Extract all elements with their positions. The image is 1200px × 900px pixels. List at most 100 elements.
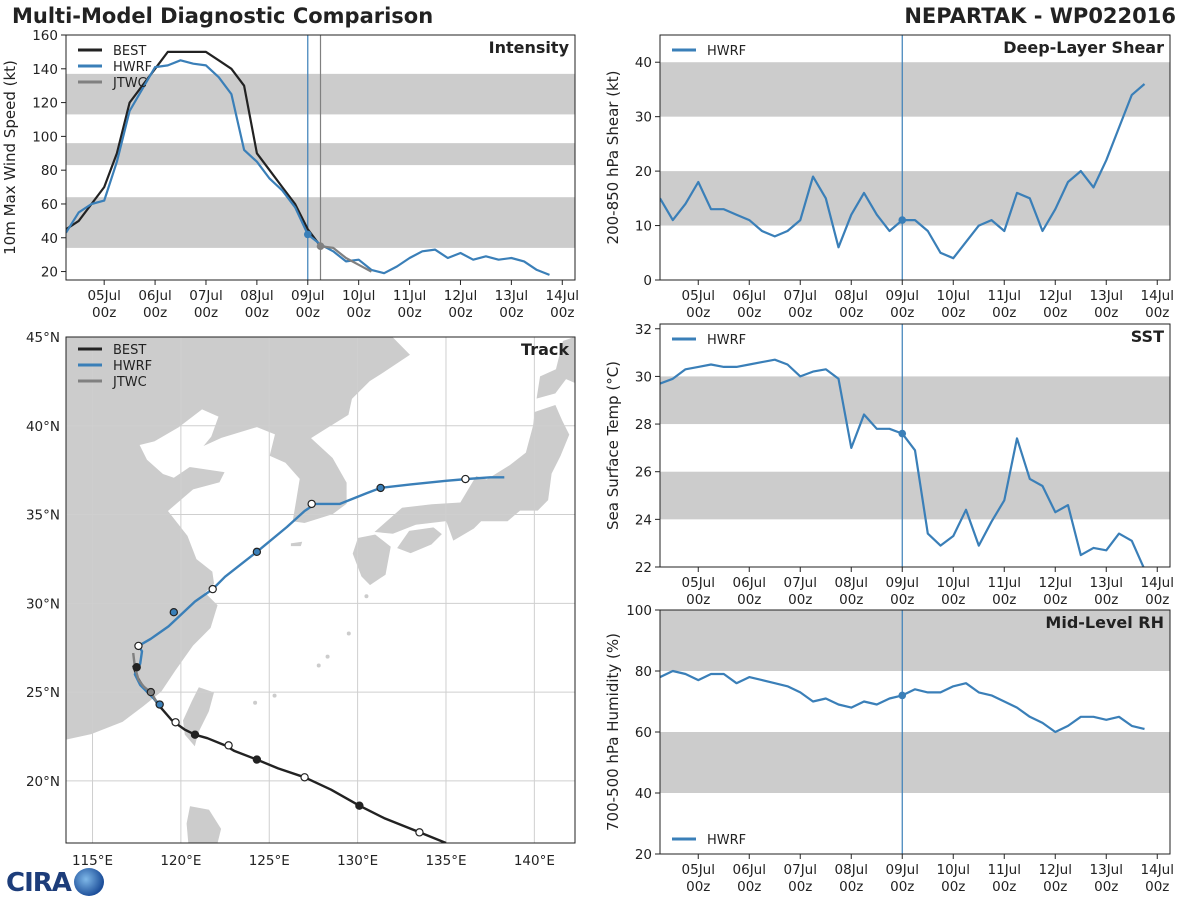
x-tick-label: 07Jul <box>784 575 817 591</box>
y-tick-label: 30 <box>635 110 652 126</box>
track-point-hwrf <box>155 700 164 709</box>
x-tick-label: 00z <box>296 305 320 321</box>
x-tick-label: 10Jul <box>342 288 375 304</box>
threshold-band <box>660 376 1170 425</box>
lat-tick-label: 35°N <box>26 508 60 524</box>
x-tick-label: 05Jul <box>682 288 715 304</box>
lat-tick-label: 40°N <box>26 419 60 435</box>
y-tick-label: 40 <box>635 55 652 71</box>
x-tick-label: 00z <box>890 305 914 321</box>
x-tick-label: 00z <box>941 879 965 895</box>
x-tick-label: 12Jul <box>1039 288 1072 304</box>
y-tick-label: 30 <box>635 369 652 385</box>
x-tick-label: 13Jul <box>1090 575 1123 591</box>
x-tick-label: 00z <box>1043 592 1067 608</box>
island <box>316 663 321 668</box>
x-tick-label: 05Jul <box>87 288 120 304</box>
x-tick-label: 09Jul <box>886 288 919 304</box>
x-tick-label: 14Jul <box>546 288 579 304</box>
cira-logo: CIRA <box>4 866 108 898</box>
y-tick-label: 100 <box>32 129 58 145</box>
marker-hwrf <box>303 230 312 239</box>
x-tick-label: 14Jul <box>1141 288 1174 304</box>
y-tick-label: 160 <box>32 28 58 44</box>
chart-title: Intensity <box>489 38 570 57</box>
track-point-best <box>355 801 364 810</box>
chart-title: Deep-Layer Shear <box>1003 38 1164 57</box>
x-tick-label: 12Jul <box>1039 575 1072 591</box>
y-tick-label: 60 <box>41 197 58 213</box>
y-axis-label: 700-500 hPa Humidity (%) <box>604 633 622 831</box>
land <box>535 337 575 400</box>
track-point-hwrf <box>461 474 470 484</box>
y-tick-label: 0 <box>643 273 652 289</box>
x-tick-label: 00z <box>1145 592 1169 608</box>
x-tick-label: 11Jul <box>988 575 1021 591</box>
threshold-band <box>660 171 1170 226</box>
x-tick-label: 06Jul <box>733 288 766 304</box>
y-tick-label: 20 <box>635 847 652 863</box>
y-tick-label: 26 <box>635 465 652 481</box>
y-tick-label: 32 <box>635 322 652 338</box>
x-tick-label: 00z <box>143 305 167 321</box>
island <box>346 631 351 636</box>
x-tick-label: 00z <box>788 592 812 608</box>
marker-hwrf <box>898 691 907 700</box>
track-point-best <box>132 663 141 672</box>
island <box>364 594 369 599</box>
plot-frame <box>65 34 576 281</box>
plot-frame <box>659 34 1171 281</box>
marker-hwrf <box>898 216 907 224</box>
y-tick-label: 28 <box>635 417 652 433</box>
x-tick-label: 00z <box>839 592 863 608</box>
x-tick-label: 00z <box>788 305 812 321</box>
cira-logo-text: CIRA <box>6 868 72 898</box>
map-frame <box>65 336 576 844</box>
plot-area <box>66 35 575 280</box>
x-tick-label: 00z <box>1043 879 1067 895</box>
island <box>272 693 277 698</box>
legend-label: HWRF <box>707 833 746 848</box>
x-tick-label: 00z <box>941 305 965 321</box>
y-tick-label: 140 <box>32 62 58 78</box>
track-point-hwrf <box>208 584 217 594</box>
plot-area <box>660 610 1170 854</box>
x-tick-label: 10Jul <box>937 862 970 878</box>
x-tick-label: 00z <box>992 305 1016 321</box>
track-point-best <box>171 718 180 727</box>
x-tick-label: 13Jul <box>495 288 528 304</box>
map-area <box>66 337 575 843</box>
y-tick-label: 120 <box>32 96 58 112</box>
y-tick-label: 80 <box>41 163 58 179</box>
marker-hwrf <box>898 429 907 438</box>
x-tick-label: 00z <box>890 879 914 895</box>
y-tick-label: 40 <box>635 786 652 802</box>
x-tick-label: 00z <box>686 592 710 608</box>
plot-frame <box>659 323 1171 568</box>
x-tick-label: 00z <box>448 305 472 321</box>
track-point-hwrf <box>307 499 316 509</box>
x-tick-label: 06Jul <box>733 862 766 878</box>
legend-label: HWRF <box>707 333 746 348</box>
x-tick-label: 00z <box>992 879 1016 895</box>
x-tick-label: 11Jul <box>988 862 1021 878</box>
x-tick-label: 07Jul <box>189 288 222 304</box>
track-point-hwrf <box>252 547 262 557</box>
legend-label: BEST <box>113 44 146 59</box>
x-tick-label: 05Jul <box>682 862 715 878</box>
track-point-best <box>224 741 233 750</box>
threshold-band <box>660 471 1170 520</box>
chart-title: Mid-Level RH <box>1045 613 1164 632</box>
series-jtwc-line <box>320 245 372 273</box>
x-tick-label: 12Jul <box>444 288 477 304</box>
x-tick-label: 00z <box>737 305 761 321</box>
x-tick-label: 10Jul <box>937 288 970 304</box>
x-tick-label: 08Jul <box>835 575 868 591</box>
storm-id: NEPARTAK - WP022016 <box>904 4 1176 28</box>
track-point-best <box>190 730 200 739</box>
lon-tick-label: 125°E <box>249 853 290 869</box>
track-point-hwrf <box>169 607 179 617</box>
legend-label: HWRF <box>113 60 152 75</box>
y-tick-label: 40 <box>41 231 58 247</box>
